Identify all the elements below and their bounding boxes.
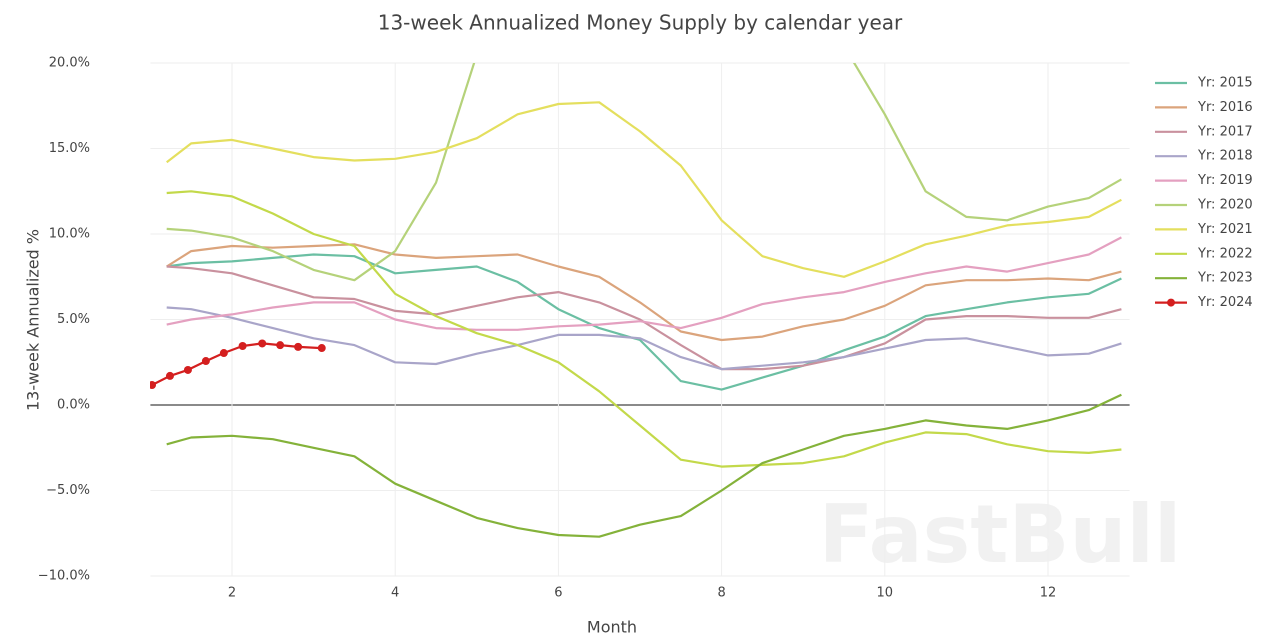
- legend-label: Yr: 2022: [1197, 246, 1253, 261]
- series-line: [166, 253, 1122, 391]
- y-axis-title: 13-week Annualized %: [24, 229, 43, 411]
- legend-label: Yr: 2018: [1197, 149, 1253, 164]
- series-line: [151, 342, 322, 386]
- legend-label: Yr: 2023: [1197, 271, 1253, 286]
- y-tick-label: −5.0%: [46, 483, 90, 498]
- series-line: [166, 101, 1122, 278]
- point: [183, 365, 192, 374]
- series-line: [166, 190, 1122, 468]
- point: [317, 344, 326, 353]
- y-tick-label: −10.0%: [38, 569, 90, 584]
- x-tick-label: 12: [1040, 586, 1057, 601]
- series-line: [166, 393, 1122, 538]
- point: [201, 357, 210, 366]
- point: [219, 349, 228, 358]
- x-tick-label: 6: [554, 586, 562, 601]
- point: [238, 342, 247, 351]
- x-tick-label: 2: [228, 586, 236, 601]
- series-line: [166, 236, 1122, 331]
- y-tick-label: 0.0%: [57, 398, 90, 413]
- x-tick-label: 8: [717, 586, 725, 601]
- x-tick-label: 10: [877, 586, 894, 601]
- series-line: [166, 306, 1122, 371]
- legend: Yr: 2015 Yr: 2016 Yr: 2017 Yr: 2018 Yr: 2019…: [1155, 76, 1253, 310]
- point: [294, 342, 303, 351]
- watermark: FastBull: [819, 488, 1182, 581]
- legend-label: Yr: 2024: [1197, 295, 1253, 310]
- x-tick-label: 4: [391, 586, 399, 601]
- legend-label: Yr: 2017: [1197, 124, 1253, 139]
- legend-label: Yr: 2020: [1197, 198, 1253, 213]
- legend-label: Yr: 2019: [1197, 173, 1253, 188]
- legend-label: Yr: 2015: [1197, 76, 1253, 91]
- series-line: [166, 63, 1122, 282]
- y-tick-label: 15.0%: [49, 141, 90, 156]
- y-tick-label: 5.0%: [57, 312, 90, 327]
- series-line: [166, 243, 1122, 342]
- point: [276, 341, 285, 350]
- chart-title: 13-week Annualized Money Supply by calen…: [378, 11, 903, 35]
- legend-label: Yr: 2021: [1197, 222, 1253, 237]
- point: [150, 380, 157, 389]
- y-tick-label: 10.0%: [49, 227, 90, 242]
- x-axis-title: Month: [587, 618, 637, 637]
- plot-area: [150, 63, 1122, 538]
- y-tick-label: 20.0%: [49, 56, 90, 71]
- legend-marker: [1167, 298, 1175, 307]
- point: [165, 371, 174, 380]
- point: [258, 339, 267, 348]
- legend-label: Yr: 2016: [1197, 100, 1253, 115]
- series-line: [166, 265, 1122, 371]
